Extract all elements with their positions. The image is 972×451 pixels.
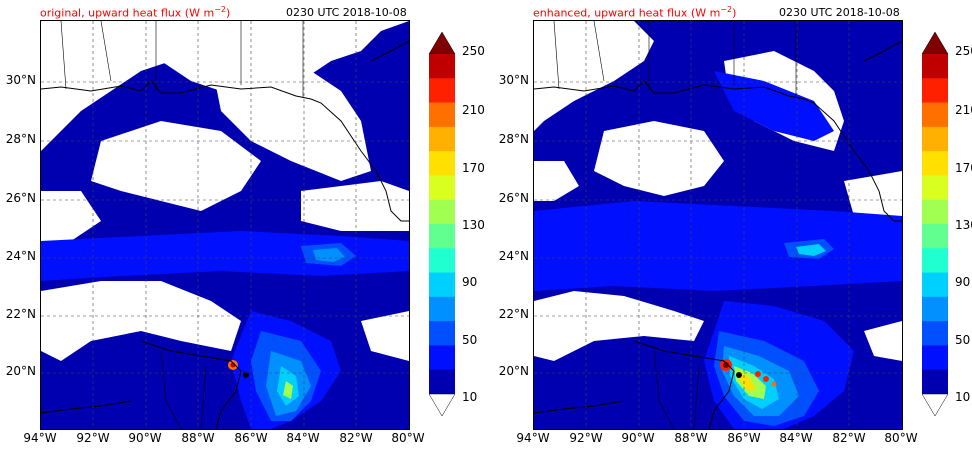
lat-label: 24°N bbox=[5, 249, 36, 263]
colorbar-swatch bbox=[429, 345, 455, 371]
colorbar-label: 10 bbox=[955, 390, 971, 404]
lon-label: 86°W bbox=[727, 431, 761, 445]
panel-title: original, upward heat flux (W m−2) bbox=[40, 5, 231, 20]
lat-label: 20°N bbox=[5, 364, 36, 378]
colorbar-swatch bbox=[922, 102, 948, 128]
lon-label: 82°W bbox=[832, 431, 866, 445]
panel-original: original, upward heat flux (W m−2) 0230 … bbox=[5, 5, 485, 445]
colorbar-extend-max bbox=[429, 32, 455, 55]
colorbar-label: 210 bbox=[462, 103, 485, 117]
colorbar-extend-max bbox=[922, 32, 948, 55]
colorbar bbox=[429, 32, 455, 416]
map-original bbox=[40, 20, 410, 430]
lat-label: 28°N bbox=[5, 132, 36, 146]
colorbar-swatch bbox=[922, 345, 948, 371]
panel-enhanced: enhanced, upward heat flux (W m−2) 0230 … bbox=[493, 0, 972, 451]
lat-label: 30°N bbox=[498, 73, 529, 87]
colorbar-swatch bbox=[922, 224, 948, 249]
colorbar-swatch bbox=[429, 54, 455, 79]
colorbar-swatch bbox=[922, 151, 948, 176]
colorbar-label: 90 bbox=[955, 275, 971, 289]
lat-label: 22°N bbox=[498, 307, 529, 321]
colorbar-swatch bbox=[429, 126, 455, 152]
colorbar-extend-min bbox=[922, 393, 948, 416]
colorbar-swatch bbox=[429, 248, 455, 274]
colorbar-swatch bbox=[429, 321, 455, 346]
colorbar-label: 10 bbox=[462, 390, 478, 404]
colorbar-label: 170 bbox=[462, 161, 485, 175]
colorbar-label: 90 bbox=[462, 275, 478, 289]
colorbar-swatch bbox=[429, 296, 455, 322]
colorbar-swatch bbox=[429, 272, 455, 298]
lon-label: 86°W bbox=[234, 431, 268, 445]
colorbar-swatch bbox=[429, 175, 455, 201]
colorbar-swatch bbox=[429, 199, 455, 225]
colorbar-label: 250 bbox=[462, 44, 485, 58]
lon-label: 88°W bbox=[181, 431, 215, 445]
colorbar-swatch bbox=[429, 78, 455, 104]
panel-timestamp: 0230 UTC 2018-10-08 bbox=[779, 6, 900, 19]
map-enhanced bbox=[533, 20, 903, 430]
lon-label: 84°W bbox=[779, 431, 813, 445]
colorbar-swatch bbox=[922, 369, 948, 395]
colorbar bbox=[922, 32, 948, 416]
lat-label: 22°N bbox=[5, 307, 36, 321]
colorbar-swatch bbox=[922, 54, 948, 79]
lat-label: 24°N bbox=[498, 249, 529, 263]
colorbar-swatch bbox=[922, 321, 948, 346]
lon-label: 88°W bbox=[674, 431, 708, 445]
colorbar-swatch bbox=[922, 78, 948, 104]
colorbar-label: 250 bbox=[955, 44, 972, 58]
colorbar-swatch bbox=[429, 102, 455, 128]
lon-label: 94°W bbox=[23, 431, 57, 445]
colorbar-swatch bbox=[922, 248, 948, 274]
colorbar-label: 130 bbox=[462, 218, 485, 232]
panel-timestamp: 0230 UTC 2018-10-08 bbox=[286, 6, 407, 19]
lat-label: 20°N bbox=[498, 364, 529, 378]
colorbar-extend-min bbox=[429, 393, 455, 416]
colorbar-swatch bbox=[922, 175, 948, 201]
colorbar-label: 130 bbox=[955, 218, 972, 232]
lon-label: 84°W bbox=[286, 431, 320, 445]
colorbar-swatch bbox=[429, 224, 455, 249]
lon-label: 80°W bbox=[391, 431, 425, 445]
colorbar-swatch bbox=[922, 296, 948, 322]
lon-label: 90°W bbox=[621, 431, 655, 445]
lon-label: 94°W bbox=[516, 431, 550, 445]
lon-label: 92°W bbox=[569, 431, 603, 445]
lat-label: 26°N bbox=[498, 191, 529, 205]
lon-label: 82°W bbox=[339, 431, 373, 445]
lat-label: 28°N bbox=[498, 132, 529, 146]
panel-title: enhanced, upward heat flux (W m−2) bbox=[533, 5, 737, 20]
colorbar-label: 50 bbox=[955, 333, 971, 347]
colorbar-swatch bbox=[922, 272, 948, 298]
colorbar-label: 170 bbox=[955, 161, 972, 175]
colorbar-swatch bbox=[922, 126, 948, 152]
lon-label: 90°W bbox=[128, 431, 162, 445]
colorbar-label: 50 bbox=[462, 333, 478, 347]
lat-label: 26°N bbox=[5, 191, 36, 205]
colorbar-swatch bbox=[429, 151, 455, 176]
lon-label: 80°W bbox=[884, 431, 918, 445]
colorbar-label: 210 bbox=[955, 103, 972, 117]
lat-label: 30°N bbox=[5, 73, 36, 87]
colorbar-swatch bbox=[922, 199, 948, 225]
lon-label: 92°W bbox=[76, 431, 110, 445]
colorbar-swatch bbox=[429, 369, 455, 395]
